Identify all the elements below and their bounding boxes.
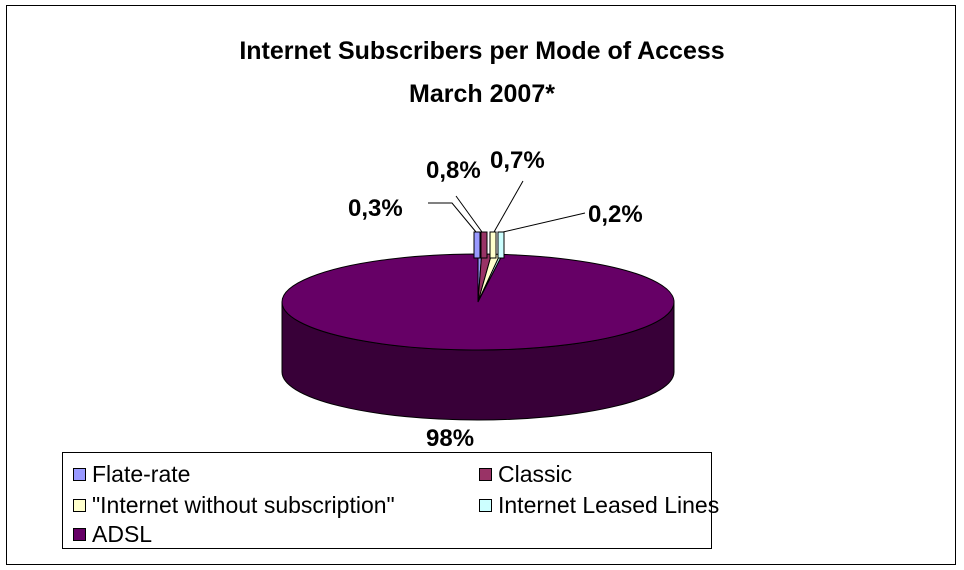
legend-label-adsl: ADSL <box>92 521 153 547</box>
legend-swatch-adsl <box>73 527 86 541</box>
slice-internet-leased-lines-data-label: 0,2% <box>588 201 643 228</box>
legend-item-adsl: ADSL <box>73 521 152 547</box>
legend-label-flate-rate: Flate-rate <box>92 461 191 487</box>
slice-adsl-data-label: 98% <box>426 425 474 452</box>
legend-item-classic: Classic <box>479 461 572 487</box>
slice-internet-leased-lines-leader-line <box>502 212 586 233</box>
slice-flate-rate-edge <box>473 231 481 259</box>
legend-label-classic: Classic <box>498 461 573 487</box>
chart-subtitle: March 2007* <box>409 80 555 108</box>
legend-item-internet-without-subscription: "Internet without subscription" <box>73 492 395 518</box>
slice-internet-leased-lines-edge <box>497 231 505 259</box>
legend-label-internet-without-subscription: "Internet without subscription" <box>92 492 395 518</box>
slice-adsl <box>281 253 675 351</box>
slice-internet-without-subscription-edge <box>489 231 497 259</box>
slice-internet-without-subscription-leader-line <box>493 180 524 233</box>
legend-swatch-internet-leased-lines <box>479 498 492 512</box>
slice-classic-data-label: 0,8% <box>426 157 481 184</box>
slice-flate-rate-data-label: 0,3% <box>348 195 403 222</box>
slice-classic-edge <box>480 231 488 259</box>
legend-swatch-flate-rate <box>73 467 86 481</box>
chart-legend: Flate-rate Classic "Internet without sub… <box>62 452 719 549</box>
chart-title: Internet Subscribers per Mode of Access <box>239 37 725 65</box>
legend-label-internet-leased-lines: Internet Leased Lines <box>498 492 720 518</box>
legend-swatch-classic <box>479 467 492 481</box>
legend-swatch-internet-without-subscription <box>73 498 86 512</box>
legend-item-internet-leased-lines: Internet Leased Lines <box>479 492 719 518</box>
slice-classic-leader-line <box>455 195 483 233</box>
slice-internet-without-subscription-data-label: 0,7% <box>490 147 545 174</box>
legend-item-flate-rate: Flate-rate <box>73 461 190 487</box>
slice-flate-rate-leader-line <box>428 202 477 233</box>
